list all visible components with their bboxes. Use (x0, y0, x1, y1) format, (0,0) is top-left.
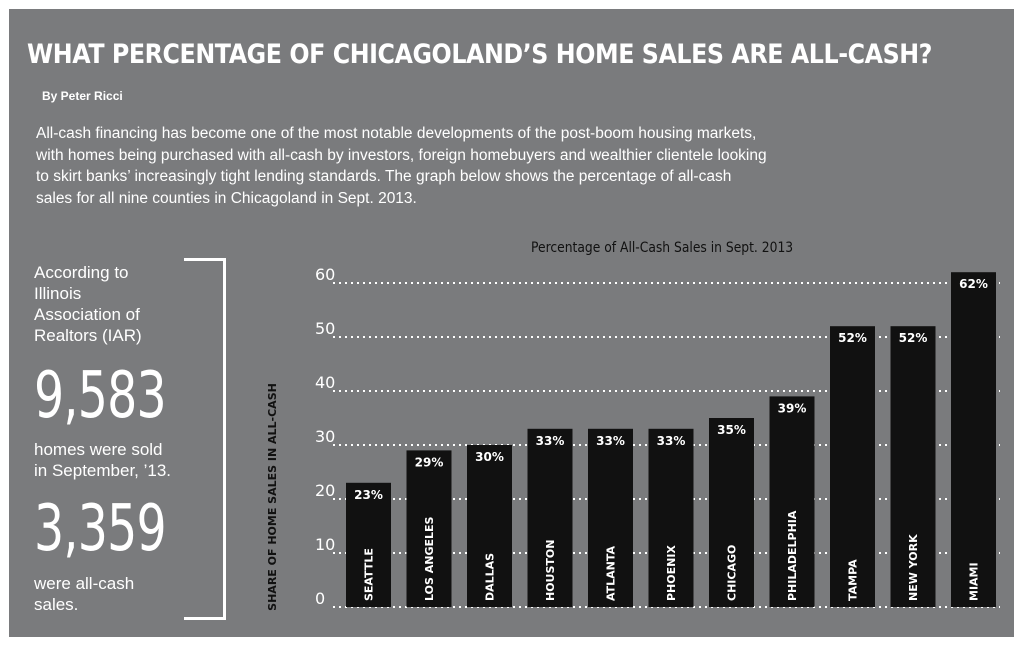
bar-value-label: 30% (475, 450, 504, 464)
bar-philadelphia (769, 396, 815, 607)
bar-value-label: 52% (899, 331, 928, 345)
bar-value-label: 39% (778, 401, 807, 415)
bar-value-label: 33% (657, 434, 686, 448)
y-tick-label: 0 (315, 589, 325, 608)
category-label: HOUSTON (544, 540, 557, 601)
bar-value-label: 23% (354, 488, 383, 502)
stat-homes-sold-number: 9,583 (34, 359, 167, 433)
bar-phoenix (648, 428, 694, 607)
category-label: CHICAGO (726, 545, 739, 601)
bar-dallas (467, 445, 512, 607)
stat-all-cash-text: were all-cash sales. (34, 574, 135, 614)
bar-value-label: 62% (959, 277, 988, 291)
bar-value-label: 29% (415, 455, 444, 469)
bar-atlanta (588, 428, 633, 607)
y-tick-label: 40 (315, 373, 335, 392)
bar-value-label: 33% (596, 434, 625, 448)
bracket-side-line (223, 258, 226, 620)
bracket-top-line (184, 258, 226, 261)
gridlines: 0 10 20 30 40 50 60 (315, 265, 1000, 608)
category-label: LOS ANGELES (423, 516, 436, 601)
y-tick-label: 30 (315, 427, 335, 446)
bracket-bottom-line (184, 617, 226, 620)
page-title: WHAT PERCENTAGE OF CHICAGOLAND’S HOME SA… (27, 39, 933, 70)
bar-tampa (830, 326, 875, 607)
category-label: MIAMI (968, 562, 981, 601)
bar-value-label: 33% (536, 434, 565, 448)
category-label: SEATTLE (363, 548, 376, 601)
chart-title: Percentage of All-Cash Sales in Sept. 20… (531, 240, 794, 256)
bar-value-label: 52% (838, 331, 867, 345)
bar-new-york (890, 326, 936, 607)
stats-sidebar: According to Illinois Association of Rea… (34, 258, 226, 620)
bar-seattle (346, 482, 391, 607)
y-tick-label: 60 (315, 265, 335, 284)
category-label: TAMPA (847, 559, 860, 601)
y-tick-label: 10 (315, 535, 335, 554)
category-label: DALLAS (484, 553, 497, 601)
bar-chicago (709, 418, 754, 607)
category-label: PHOENIX (665, 545, 678, 601)
bar-miami (951, 272, 996, 607)
category-label: PHILADELPHIA (786, 510, 799, 601)
bar-houston (527, 428, 573, 607)
stat-homes-sold-text: homes were sold in September, ’13. (34, 440, 172, 480)
bars: 23% SEATTLE 29% LOS ANGELES 30% DALLAS 33% HOUS… (346, 272, 996, 607)
y-tick-label: 20 (315, 481, 335, 500)
intro-paragraph: All-cash financing has become one of the… (36, 125, 767, 207)
bar-los-angeles (406, 450, 452, 607)
stat-source-text: According to Illinois Association of Rea… (34, 263, 142, 345)
category-label: NEW YORK (907, 534, 920, 601)
stat-all-cash-number: 3,359 (34, 492, 167, 566)
byline: By Peter Ricci (42, 89, 123, 103)
y-tick-label: 50 (315, 319, 335, 338)
bar-value-label: 35% (717, 423, 746, 437)
category-label: ATLANTA (605, 545, 618, 601)
y-axis-label: SHARE OF HOME SALES IN ALL-CASH (266, 383, 279, 611)
